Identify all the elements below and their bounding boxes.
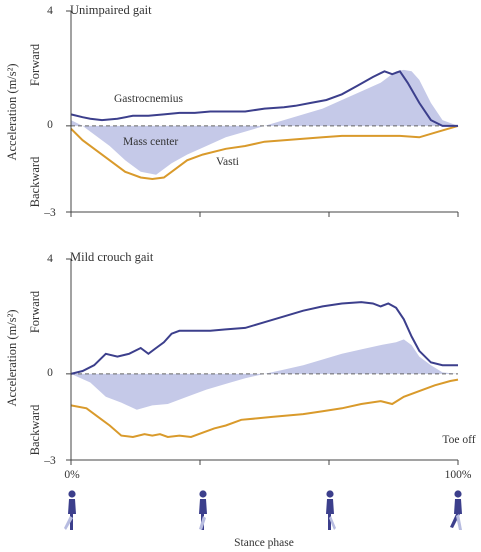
mass-center-area [71,69,458,175]
y-tick-label-top: 4 [47,5,53,17]
mass-center-area [71,339,458,410]
mass-center-label: Mass center [123,136,178,148]
vasti-line [70,124,459,181]
vasti-label: Vasti [216,156,239,168]
walker-icon-end [450,490,462,530]
y-axis-label: Acceleration (m/s²) [5,63,19,160]
y-tick-label-zero: 0 [47,119,53,131]
toe-off-label: Toe off [442,434,475,446]
walker-icon-mid [326,490,336,530]
gastrocnemius-line [70,301,458,375]
y-axis-label: Acceleration (m/s²) [5,309,19,406]
walker-icon-early [199,490,207,530]
y-label-forward: Forward [28,290,42,333]
y-label-backward: Backward [28,404,42,455]
vasti-line [70,378,459,439]
y-label-backward: Backward [28,156,42,207]
gastrocnemius-label: Gastrocnemius [114,93,184,105]
y-tick-label-bottom: –3 [43,207,56,219]
walker-icon-start [64,490,76,530]
x-tick-label-end: 100% [445,469,472,481]
y-tick-label-bottom: –3 [43,455,56,467]
y-tick-label-zero: 0 [47,367,53,379]
x-tick-label-start: 0% [64,469,80,481]
x-axis-label: Stance phase [234,537,294,549]
panel-unimpaired: 4 0 –3 Unimpaired gait Forward Accelerat… [5,3,459,219]
y-tick-label-top: 4 [47,253,53,265]
y-label-forward: Forward [28,43,42,86]
panel-mild-crouch: 4 0 –3 Mild crouch gait Forward Accelera… [5,250,476,481]
gastrocnemius-line [70,70,458,127]
panel-title: Mild crouch gait [70,250,154,264]
panel-title: Unimpaired gait [70,3,152,17]
